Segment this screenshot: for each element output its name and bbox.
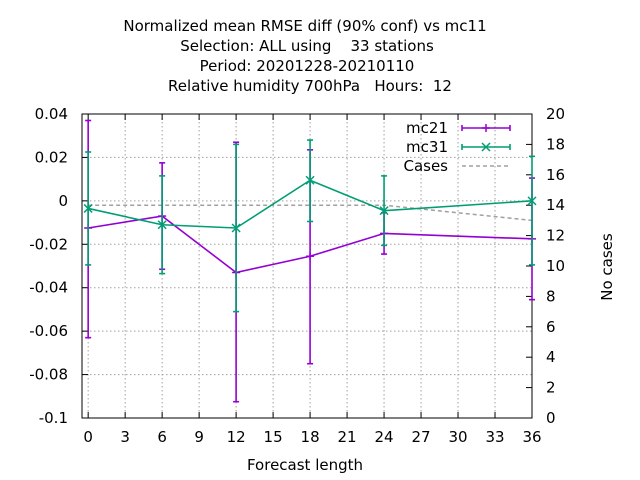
mc31-point [83,203,93,213]
x-tick-label: 18 [301,428,320,446]
x-axis-label: Forecast length [247,456,363,474]
y2-tick-label: 6 [546,318,556,336]
y2-tick-label: 18 [546,135,565,153]
title-line-4: Relative humidity 700hPa Hours: 12 [168,77,452,95]
x-tick-label: 6 [157,428,167,446]
y2-tick-label: 12 [546,227,565,245]
y2-tick-label: 4 [546,348,556,366]
title-line-2: Selection: ALL using 33 stations [180,37,434,55]
title-line-1: Normalized mean RMSE diff (90% conf) vs … [123,17,486,35]
x-tick-label: 36 [522,428,541,446]
mc21-line [88,215,533,274]
mc31-point [231,223,241,233]
x-tick-label: 27 [411,428,430,446]
legend-label: mc31 [406,138,448,156]
y-tick-label: -0.08 [29,366,68,384]
y-tick-label: -0.04 [29,279,68,297]
x-tick-label: 3 [120,428,130,446]
y2-tick-label: 10 [546,257,565,275]
plot-frame [81,113,533,419]
y2-axis-label: No cases [598,233,616,301]
legend-label: Cases [403,157,448,175]
x-tick-label: 30 [448,428,467,446]
x-tick-label: 0 [83,428,93,446]
mc31-point [527,196,537,206]
y2-tick-label: 8 [546,287,556,305]
mc31-point [157,220,167,230]
y-tick-label: 0.04 [35,105,68,123]
grid [82,113,533,419]
x-tick-label: 15 [264,428,283,446]
y-tick-label: -0.02 [29,235,68,253]
cases-line [88,204,533,222]
y-tick-label: -0.1 [39,409,68,427]
chart-title: Normalized mean RMSE diff (90% conf) vs … [123,17,486,95]
y2-tick-label: 2 [546,379,556,397]
mc31-series [83,139,537,313]
x-tick-label: 21 [338,428,357,446]
y-tick-label: -0.06 [29,322,68,340]
y2-tick-label: 14 [546,196,565,214]
x-tick-label: 9 [194,428,204,446]
mc31-point [379,206,389,216]
x-tick-label: 33 [485,428,504,446]
x-tick-label: 12 [227,428,246,446]
y2-tick-label: 0 [546,409,556,427]
y-tick-label: 0 [58,192,68,210]
legend-label: mc21 [406,119,448,137]
axes: 0 3 6 9 12 15 18 21 24 27 30 33 36-0.1-0.08-0.06-0.0… [29,105,565,446]
mc31-line [87,179,533,229]
y2-tick-label: 16 [546,166,565,184]
y2-tick-label: 20 [546,105,565,123]
cases-layer [88,204,533,222]
title-line-3: Period: 20201228-20210110 [200,57,415,75]
y-tick-label: 0.02 [35,148,68,166]
series-layer [83,119,537,403]
x-tick-label: 24 [375,428,394,446]
mc31-point [305,175,315,185]
legend-marker [481,142,491,152]
